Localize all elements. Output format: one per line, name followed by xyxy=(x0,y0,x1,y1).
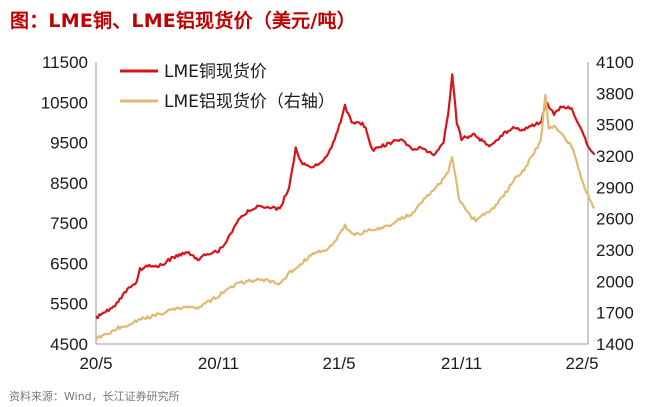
right-tick-label: 4100 xyxy=(596,53,634,72)
x-tick-label: 22/5 xyxy=(565,354,598,373)
x-axis-ticks: 20/5 20/11 21/5 21/11 22/5 xyxy=(79,354,598,373)
right-tick-label: 1700 xyxy=(596,304,634,323)
legend: LME铜现货价 LME铝现货价（右轴） xyxy=(120,62,335,112)
series-lines xyxy=(95,73,596,341)
left-axis-ticks: 4500 5500 6500 7500 8500 9500 10500 11500 xyxy=(41,53,88,354)
aluminum-series-line xyxy=(95,93,596,341)
left-tick-label: 9500 xyxy=(50,134,88,153)
copper-series-line xyxy=(95,73,596,320)
x-tick-label: 20/5 xyxy=(79,354,112,373)
right-tick-label: 3800 xyxy=(596,84,634,103)
axes xyxy=(95,62,589,345)
left-tick-label: 11500 xyxy=(42,53,88,72)
right-tick-label: 2900 xyxy=(596,178,634,197)
right-axis-ticks: 1400 1700 2000 2300 2600 2900 3200 3500 3800 4100 xyxy=(596,53,634,354)
right-tick-label: 3500 xyxy=(596,116,634,135)
right-tick-label: 2600 xyxy=(596,210,634,229)
chart-title: 图：LME铜、LME铝现货价（美元/吨） xyxy=(10,10,356,32)
left-tick-label: 7500 xyxy=(50,214,88,233)
right-tick-label: 2000 xyxy=(596,272,634,291)
x-tick-label: 21/11 xyxy=(441,354,482,373)
left-tick-label: 6500 xyxy=(50,254,88,273)
right-tick-label: 1400 xyxy=(596,335,634,354)
left-tick-label: 10500 xyxy=(41,93,88,112)
left-tick-label: 5500 xyxy=(50,295,88,314)
legend-label: LME铜现货价 xyxy=(164,62,267,82)
left-tick-label: 8500 xyxy=(50,174,88,193)
right-tick-label: 3200 xyxy=(596,147,634,166)
source-note: 资料来源：Wind，长江证券研究所 xyxy=(9,390,180,403)
legend-label: LME铝现货价（右轴） xyxy=(164,92,335,112)
left-tick-label: 4500 xyxy=(50,335,88,354)
x-tick-label: 21/5 xyxy=(322,354,355,373)
x-tick-label: 20/11 xyxy=(198,354,239,373)
right-tick-label: 2300 xyxy=(596,241,634,260)
